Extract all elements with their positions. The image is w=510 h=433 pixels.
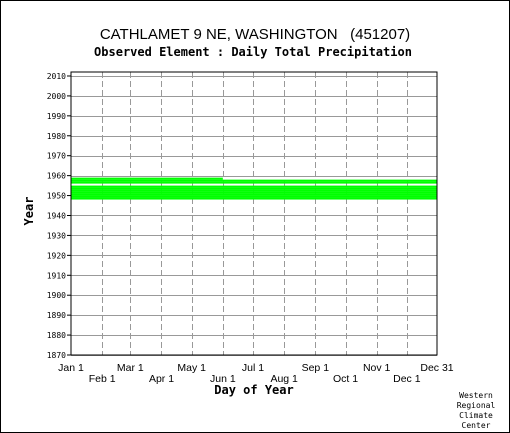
record-bar [71,181,437,184]
credit-block: Western Regional Climate Center [457,391,496,430]
x-tick-label: Aug 1 [270,373,298,385]
record-bar [71,193,437,196]
data-bars [71,177,437,200]
y-axis-label: Year [22,197,36,226]
y-tick-label: 1870 [47,351,66,360]
record-bar [71,189,437,192]
y-tick-label: 1930 [47,231,66,240]
x-tick-label: Apr 1 [149,373,174,385]
chart-title: CATHLAMET 9 NE, WASHINGTON (451207) [100,26,410,43]
y-tick-label: 2000 [47,92,66,101]
y-tick-label: 1980 [47,132,66,141]
x-tick-label: Mar 1 [117,362,144,374]
x-axis-label: Day of Year [214,383,293,397]
x-tick-label: Jun 1 [210,373,236,385]
x-tick-label: May 1 [177,362,206,374]
y-tick-label: 1960 [47,172,66,181]
x-tick-label: Dec 31 [420,362,453,374]
y-tick-label: 1910 [47,271,66,280]
x-tick-label: Dec 1 [393,373,421,385]
x-tick-label: Oct 1 [333,373,358,385]
y-tick-label: 1890 [47,311,66,320]
x-tick-label: Feb 1 [89,373,116,385]
record-bar [71,187,437,190]
x-tick-label: Nov 1 [363,362,391,374]
y-tick-labels: 1870 1880 1890 1900 1910 1920 1930 1940 1950 1960… [47,72,71,360]
x-tick-label: Sep 1 [302,362,330,374]
grid [71,72,437,356]
chart-subtitle: Observed Element : Daily Total Precipita… [94,45,412,59]
x-tick-label: Jul 1 [242,362,264,374]
y-tick-label: 1970 [47,152,66,161]
y-tick-label: 1920 [47,251,66,260]
record-bar [71,179,437,182]
x-tick-label: Jan 1 [58,362,84,374]
plot-area [70,71,438,356]
y-tick-label: 1990 [47,112,66,121]
y-tick-label: 1880 [47,331,66,340]
record-bar [71,185,437,188]
y-tick-label: 1900 [47,291,66,300]
credit-line-2: Regional [457,401,496,410]
y-tick-label: 1950 [47,192,66,201]
record-bar [71,195,437,198]
y-tick-label: 1940 [47,211,66,220]
credit-line-4: Center [462,421,491,430]
credit-line-3: Climate [459,411,493,420]
record-bar [71,197,437,200]
y-tick-label: 2010 [47,72,66,81]
record-bar [71,191,437,194]
record-bar [71,177,223,180]
credit-line-1: Western [459,391,493,400]
